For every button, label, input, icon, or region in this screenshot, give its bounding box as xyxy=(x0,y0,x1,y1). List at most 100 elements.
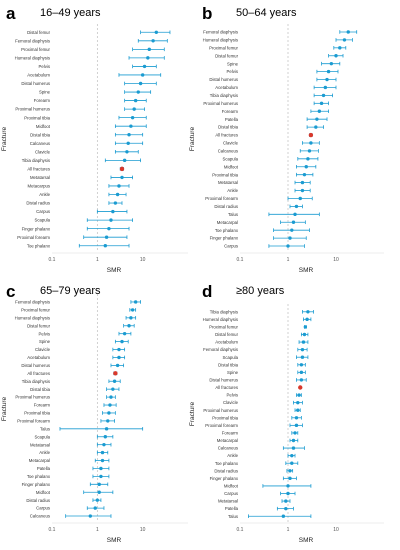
estimate-point xyxy=(100,450,105,455)
estimate-point xyxy=(130,115,135,120)
estimate-point xyxy=(99,466,103,471)
estimate-point xyxy=(346,30,350,34)
category-label: Forearm xyxy=(34,98,51,103)
estimate-point xyxy=(129,316,133,320)
category-label: Proximal femur xyxy=(209,325,238,330)
category-label: Pelvis xyxy=(227,69,238,74)
category-label: Metatarsal xyxy=(218,499,238,504)
estimate-point xyxy=(288,476,292,481)
panel-letter: b xyxy=(202,4,212,23)
estimate-point xyxy=(315,117,319,121)
category-label: Metacarpal xyxy=(217,438,238,443)
category-label: Forearm xyxy=(222,431,239,436)
estimate-point xyxy=(117,184,121,188)
panel-letter: d xyxy=(202,282,212,301)
estimate-point xyxy=(122,331,127,336)
estimate-point xyxy=(298,196,302,201)
category-label: Midfoot xyxy=(224,164,239,169)
x-axis-label: SMR xyxy=(107,537,122,544)
y-axis-label: Fracture xyxy=(189,402,196,427)
estimate-point xyxy=(300,188,305,193)
estimate-point xyxy=(107,226,111,231)
category-label: Toe phalanx xyxy=(215,228,239,233)
estimate-point xyxy=(321,93,326,98)
category-label: Ankle xyxy=(39,450,50,455)
category-label: Distal femur xyxy=(215,53,238,58)
estimate-point xyxy=(300,347,305,352)
x-tick-label: 1 xyxy=(287,527,290,533)
category-label: Tibia diaphysis xyxy=(210,93,238,98)
all-fractures-point xyxy=(119,166,125,172)
panel-letter: a xyxy=(6,4,16,23)
category-label: Distal humerus xyxy=(209,77,238,82)
estimate-point xyxy=(299,363,304,367)
category-label: Distal femur xyxy=(215,332,238,337)
estimate-point xyxy=(296,408,300,412)
category-label: Forearm xyxy=(222,109,239,114)
category-label: Distal femur xyxy=(27,323,50,328)
estimate-point xyxy=(319,101,324,106)
category-label: Femoral diaphysis xyxy=(15,38,50,43)
category-label: Tibia diaphysis xyxy=(22,158,50,163)
estimate-point xyxy=(286,484,290,488)
category-label: Pelvis xyxy=(39,331,50,336)
estimate-point xyxy=(304,165,308,169)
category-label: Proximal humerus xyxy=(203,101,238,106)
category-label: Proximal forearm xyxy=(205,196,238,201)
category-label: Proximal femur xyxy=(21,47,50,52)
category-label: Midfoot xyxy=(224,484,239,489)
estimate-point xyxy=(291,446,296,450)
category-label: Metatarsal xyxy=(30,442,50,447)
estimate-point xyxy=(291,220,296,224)
estimate-point xyxy=(294,423,299,428)
estimate-point xyxy=(103,244,108,248)
category-label: Spine xyxy=(227,61,239,66)
estimate-point xyxy=(299,378,304,382)
estimate-point xyxy=(314,125,318,129)
category-label: Toe phalanx xyxy=(27,474,51,479)
category-label: Toe phalanx xyxy=(215,461,239,466)
category-label: Distal radius xyxy=(214,204,238,209)
x-tick-label: 0.1 xyxy=(49,257,56,263)
estimate-point xyxy=(133,98,138,103)
category-label: Metatarsal xyxy=(218,180,238,185)
estimate-point xyxy=(307,149,312,153)
estimate-point xyxy=(147,47,151,52)
category-label: All fractures xyxy=(27,166,50,171)
x-tick-label: 1 xyxy=(96,257,99,263)
estimate-point xyxy=(129,124,133,128)
category-label: Ankle xyxy=(227,453,238,458)
estimate-point xyxy=(109,395,113,399)
category-label: Distal tibia xyxy=(218,362,238,367)
estimate-point xyxy=(99,474,103,479)
estimate-point xyxy=(293,431,297,435)
all-fractures-point xyxy=(308,132,314,138)
estimate-point xyxy=(288,469,292,473)
estimate-point xyxy=(334,54,338,58)
category-label: Acetabulum xyxy=(215,85,238,90)
estimate-point xyxy=(95,498,100,502)
estimate-point xyxy=(303,325,308,329)
estimate-point xyxy=(151,39,155,43)
category-label: Pelvis xyxy=(39,64,50,69)
estimate-point xyxy=(113,201,118,205)
x-tick-label: 1 xyxy=(287,257,290,263)
category-label: Talus xyxy=(228,212,238,217)
estimate-point xyxy=(293,212,297,217)
x-tick-label: 10 xyxy=(333,527,339,533)
panel-title: 16–49 years xyxy=(40,7,101,19)
category-label: Carpus xyxy=(36,506,50,511)
estimate-point xyxy=(120,339,124,344)
category-label: Acetabulum xyxy=(27,73,50,78)
estimate-point xyxy=(142,64,147,69)
estimate-point xyxy=(329,61,334,66)
category-label: Tibia diaphysis xyxy=(22,379,50,384)
category-label: Pelvis xyxy=(227,393,238,398)
category-label: Carpus xyxy=(36,209,50,214)
x-axis-label: SMR xyxy=(107,267,122,274)
y-axis-label: Fracture xyxy=(1,127,8,152)
category-label: Scapula xyxy=(222,355,238,360)
category-label: Proximal femur xyxy=(209,45,238,50)
estimate-point xyxy=(301,340,306,344)
estimate-point xyxy=(309,141,313,145)
